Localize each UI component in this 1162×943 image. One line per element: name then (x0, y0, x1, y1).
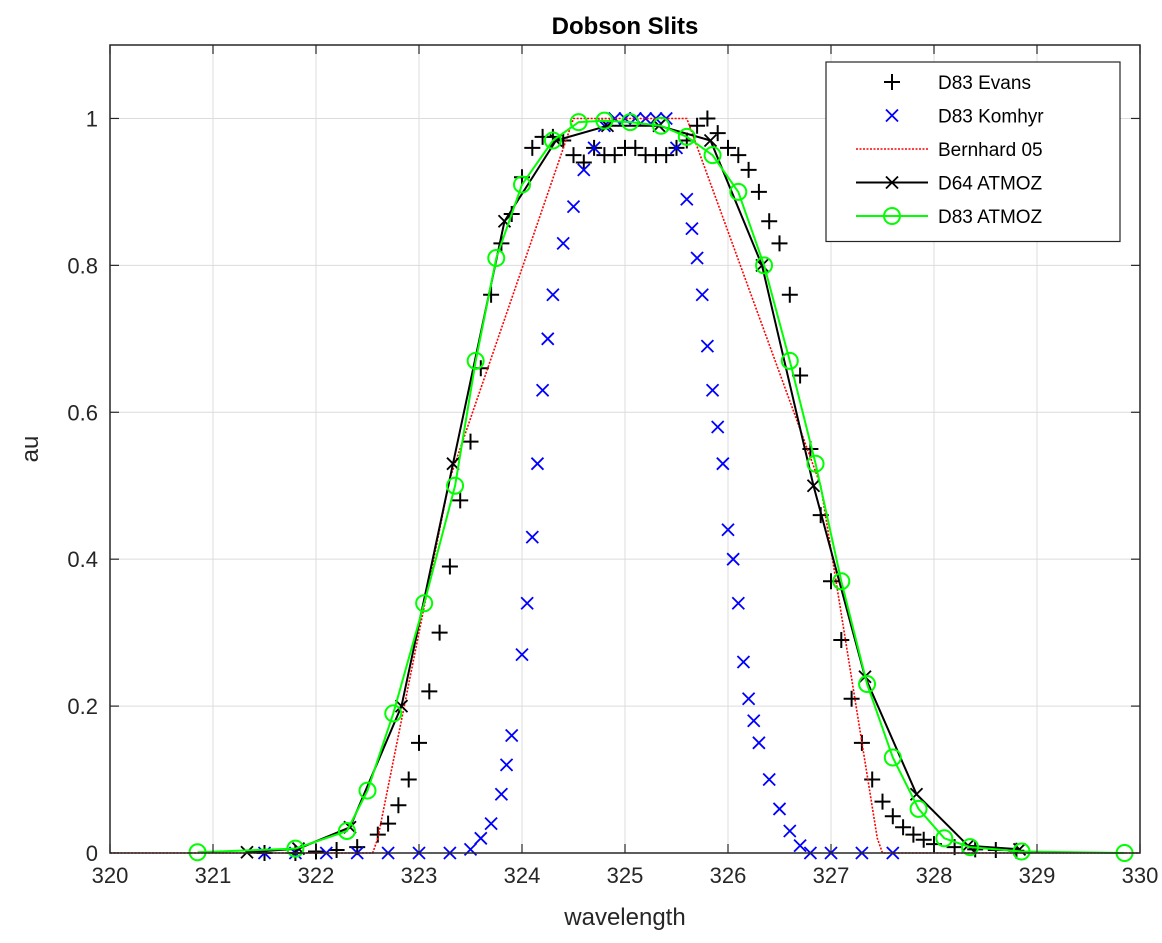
y-tick-label: 0 (86, 841, 98, 866)
legend-label: Bernhard 05 (938, 140, 1043, 161)
y-axis-label: au (17, 436, 44, 463)
legend-label: D83 Evans (938, 73, 1031, 94)
legend: D83 Evans D83 Komhyr Bernhard 05 D64 ATMOZ D… (826, 62, 1120, 242)
legend-label: D83 ATMOZ (938, 207, 1043, 228)
y-tick-label: 0.4 (67, 547, 98, 572)
x-tick-label: 329 (1019, 863, 1056, 888)
x-tick-label: 326 (710, 863, 747, 888)
chart-title: Dobson Slits (552, 13, 699, 40)
x-tick-label: 330 (1122, 863, 1159, 888)
x-tick-label: 323 (401, 863, 438, 888)
x-tick-label: 324 (504, 863, 541, 888)
x-tick-label: 325 (607, 863, 644, 888)
x-axis-label: wavelength (563, 904, 685, 931)
x-tick-label: 327 (813, 863, 850, 888)
y-tick-label: 1 (86, 106, 98, 131)
x-tick-label: 328 (916, 863, 953, 888)
x-tick-label: 320 (92, 863, 129, 888)
legend-label: D64 ATMOZ (938, 174, 1043, 195)
y-tick-label: 0.6 (67, 400, 98, 425)
y-tick-label: 0.8 (67, 253, 98, 278)
y-tick-label: 0.2 (67, 694, 98, 719)
x-tick-label: 322 (298, 863, 335, 888)
legend-label: D83 Komhyr (938, 107, 1044, 128)
x-tick-label: 321 (195, 863, 232, 888)
